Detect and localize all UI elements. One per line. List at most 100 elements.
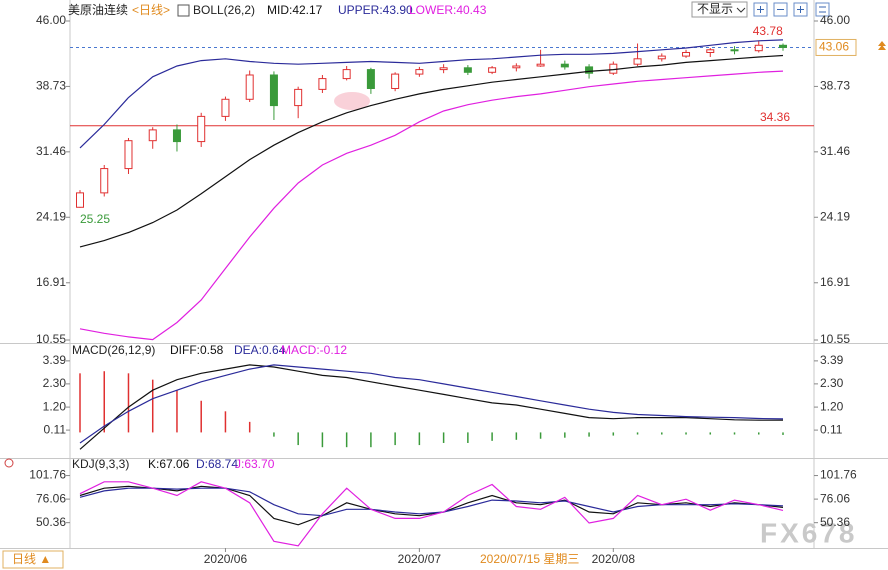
y-tick-label: 38.73: [36, 79, 66, 93]
period-label: <日线>: [132, 3, 170, 17]
panel-frame: [0, 0, 888, 549]
legend-entry: D:68.74: [196, 457, 238, 471]
indicator-label: KDJ(9,3,3): [72, 457, 129, 471]
candle-body: [754, 44, 763, 52]
candle-body: [294, 88, 303, 107]
legend-entry: MACD:-0.12: [281, 343, 347, 357]
y-tick-label: 50.36: [820, 515, 850, 529]
settings-icon[interactable]: [4, 458, 14, 468]
legend-entry: UPPER:43.90: [338, 3, 413, 17]
low-label: 25.25: [80, 212, 110, 226]
watermark: FX678: [760, 517, 858, 548]
y-tick-label: 1.20: [43, 399, 67, 413]
candle-body: [682, 51, 691, 57]
legend-entry: MID:42.17: [267, 3, 323, 17]
legend-entry: K:67.06: [148, 457, 190, 471]
period-button-label[interactable]: 日线 ▲: [12, 552, 51, 566]
candle-body: [585, 66, 594, 74]
candle-body: [706, 49, 715, 53]
candle-body: [197, 115, 206, 143]
candle-body: [245, 74, 254, 100]
candle-body: [633, 58, 642, 65]
series-line: [79, 70, 784, 341]
candle-body: [124, 140, 133, 170]
candle-body: [463, 67, 472, 73]
y-tick-label: 50.36: [36, 515, 66, 529]
y-tick-label: 3.39: [820, 353, 844, 367]
y-tick-label: 31.46: [820, 144, 850, 158]
candle-body: [318, 78, 327, 90]
candle-body: [730, 49, 739, 52]
y-tick-label: 10.55: [820, 332, 850, 346]
y-tick-label: 3.39: [43, 353, 67, 367]
y-tick-label: 76.06: [820, 491, 850, 505]
candle-body: [512, 65, 521, 69]
y-tick-label: 38.73: [820, 79, 850, 93]
legend-entry: DEA:0.64: [234, 343, 286, 357]
candle-body: [779, 44, 787, 48]
chart-title: 美原油连续: [68, 2, 128, 17]
scroll-up-icon[interactable]: [878, 41, 886, 50]
support-label: 34.36: [760, 110, 790, 124]
cursor-label: 2020/07/15 星期三: [480, 552, 579, 566]
reset-button[interactable]: [815, 2, 830, 17]
candle-body: [148, 129, 157, 142]
candle-body: [439, 67, 448, 71]
y-tick-label: 10.55: [36, 332, 66, 346]
y-tick-label: 2.30: [820, 376, 844, 390]
candle-body: [488, 67, 497, 73]
indicator-label: BOLL(26,2): [193, 3, 255, 17]
dropdown[interactable]: [691, 1, 748, 18]
x-tick-label: 2020/08: [592, 552, 636, 566]
last-price-box: [815, 38, 857, 56]
last-price-label: 43.06: [819, 40, 849, 54]
indicator-label: MACD(26,12,9): [72, 343, 155, 357]
y-tick-label: 31.46: [36, 144, 66, 158]
y-tick-label: 24.19: [820, 209, 850, 223]
high-label: 43.78: [753, 24, 783, 38]
candle-body: [100, 168, 109, 194]
series-line: [79, 487, 784, 517]
candle-body: [221, 98, 230, 117]
y-tick-label: 24.19: [36, 209, 66, 223]
candle-body: [391, 73, 400, 89]
y-tick-label: 0.11: [820, 422, 843, 436]
candle-body: [609, 63, 618, 74]
series-line: [79, 54, 784, 248]
y-tick-label: 101.76: [29, 468, 66, 482]
candle-body: [657, 55, 666, 60]
y-tick-label: 1.20: [820, 399, 844, 413]
legend-entry: J:63.70: [235, 457, 275, 471]
candle-body: [536, 63, 545, 67]
candle-body: [269, 74, 278, 107]
candle-body: [172, 129, 181, 143]
series-line: [79, 364, 784, 444]
y-tick-label: 16.91: [820, 275, 850, 289]
y-tick-label: 101.76: [820, 468, 857, 482]
candle-body: [342, 69, 351, 80]
series-line: [79, 364, 783, 450]
candle-body: [415, 69, 424, 75]
y-tick-label: 46.00: [36, 13, 66, 27]
legend-entry: LOWER:40.43: [409, 3, 487, 17]
legend-entry: DIFF:0.58: [170, 343, 224, 357]
candle-body: [76, 192, 84, 208]
x-tick-label: 2020/06: [204, 552, 248, 566]
toolbar: [753, 2, 830, 17]
y-tick-label: 16.91: [36, 275, 66, 289]
x-tick-label: 2020/07: [398, 552, 442, 566]
y-tick-label: 0.11: [44, 422, 67, 436]
y-tick-label: 76.06: [36, 491, 66, 505]
candle-body: [366, 69, 375, 89]
y-tick-label: 2.30: [43, 376, 67, 390]
highlight-mark: [334, 92, 370, 110]
period-button[interactable]: [2, 550, 64, 569]
series-line: [79, 481, 784, 547]
y-tick-label: 46.00: [820, 13, 850, 27]
dropdown-arrow: [736, 7, 746, 13]
candle-body: [560, 63, 569, 68]
dropdown-label[interactable]: 不显示: [697, 2, 733, 16]
indicator-checkbox[interactable]: [177, 4, 190, 17]
